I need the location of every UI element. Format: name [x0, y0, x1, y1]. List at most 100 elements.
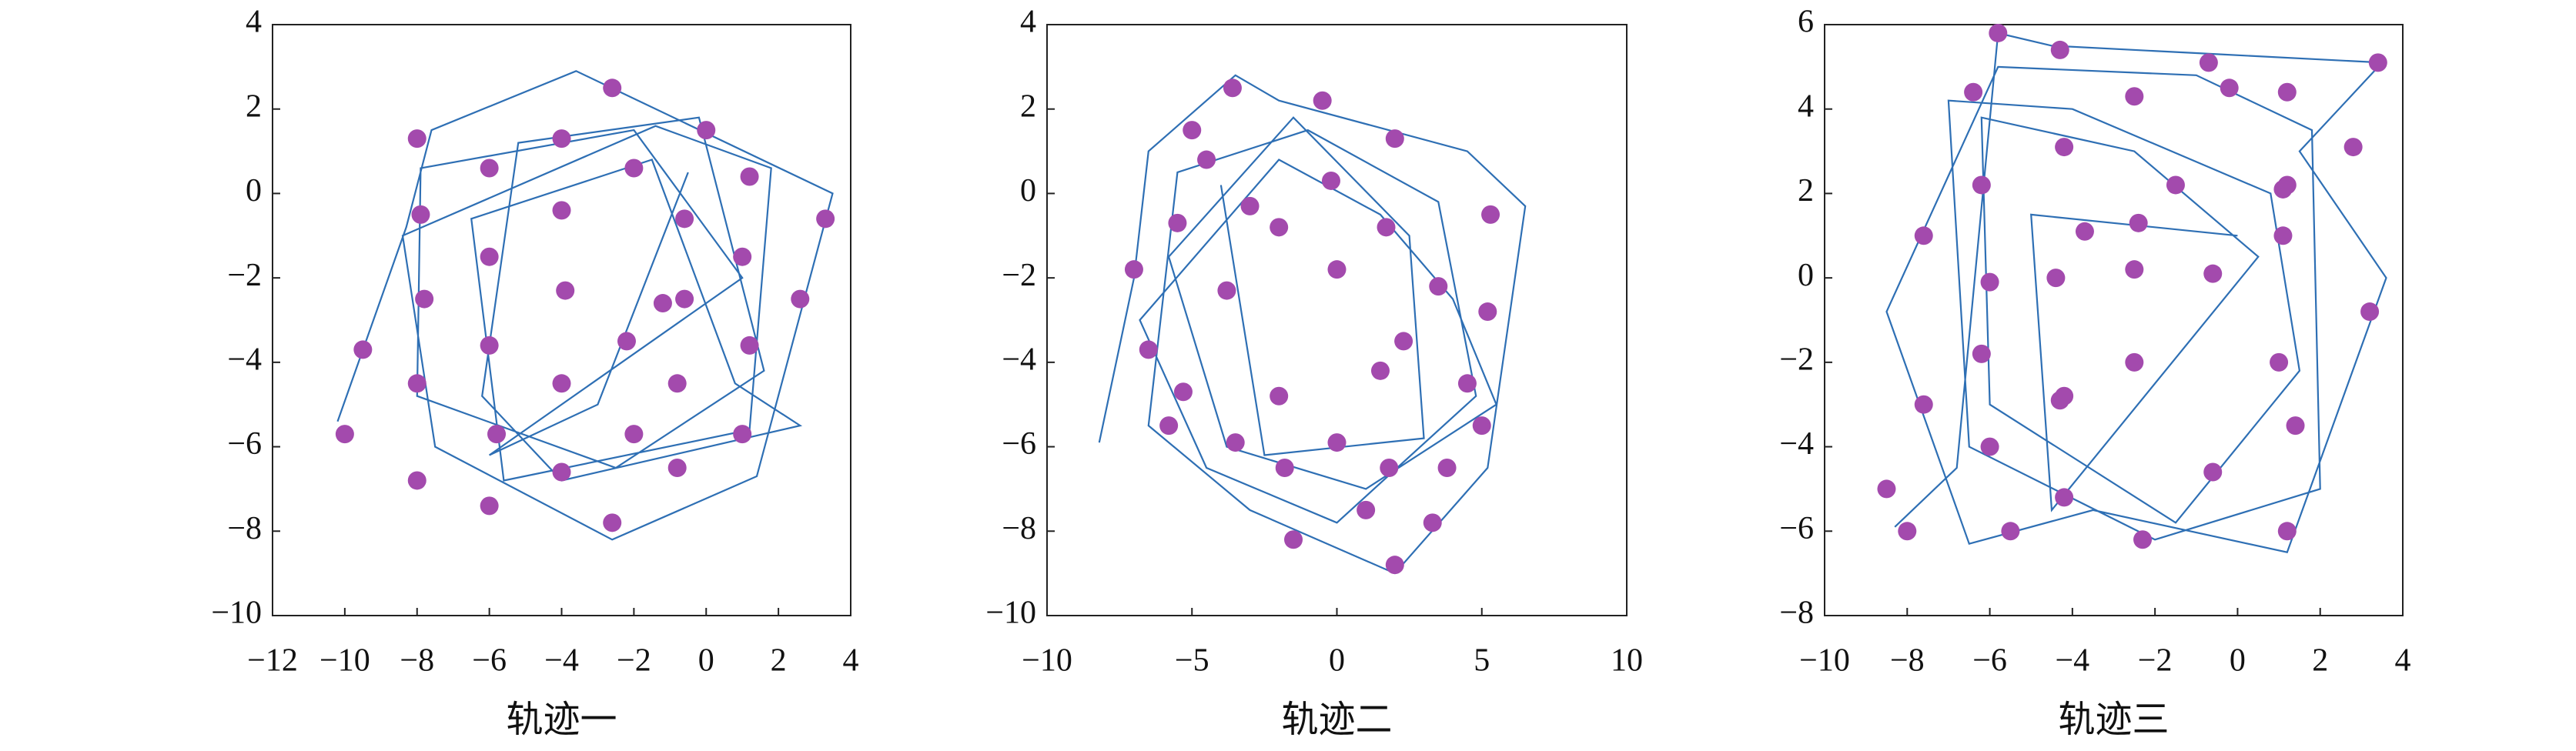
trajectory-line: [336, 70, 834, 541]
y-tick-label: −4: [1002, 342, 1036, 377]
trajectory-point: [1972, 344, 1991, 363]
trajectory-point: [487, 425, 507, 444]
trajectory-point: [624, 425, 644, 444]
trajectory-point: [353, 340, 373, 359]
y-tick-label: 0: [246, 173, 262, 209]
x-tick-label: −2: [617, 643, 651, 679]
trajectory-point: [2343, 138, 2363, 157]
trajectory-point: [1481, 205, 1500, 224]
trajectory-point: [2133, 530, 2153, 549]
y-tick-label: 2: [246, 88, 262, 124]
trajectory-point: [480, 335, 499, 355]
x-tick-label: 0: [1329, 643, 1345, 679]
trajectory-point: [653, 294, 672, 313]
trajectory-point: [1980, 272, 1999, 292]
trajectory-point: [2220, 78, 2239, 98]
y-tick-label: 2: [1798, 173, 1814, 209]
plot-frame: [272, 24, 851, 616]
trajectory-point: [1168, 213, 1187, 232]
trajectory-point: [1124, 260, 1143, 279]
trajectory-point: [1197, 150, 1216, 169]
trajectory-point: [1240, 196, 1260, 215]
trajectory-point: [1478, 302, 1497, 322]
trajectory-point: [1327, 433, 1347, 452]
x-tick-label: −12: [247, 643, 298, 679]
trajectory-point: [2166, 175, 2185, 195]
trajectory-point: [2125, 260, 2144, 279]
y-tick-label: 4: [1020, 5, 1036, 40]
trajectory-point: [1173, 382, 1193, 402]
y-tick-label: 4: [1798, 88, 1814, 124]
plot-frame: [1824, 24, 2404, 616]
trajectory-point: [1321, 171, 1340, 190]
y-tick-label: 4: [246, 5, 262, 40]
trajectory-point: [2199, 53, 2218, 72]
y-tick-label: −8: [1779, 596, 1814, 631]
y-tick-label: 2: [1020, 88, 1036, 124]
trajectory-point: [816, 209, 835, 229]
trajectory-point: [1275, 459, 1294, 477]
trajectory-point: [2203, 264, 2223, 283]
trajectory-point: [2125, 352, 2144, 372]
y-tick-label: −4: [1779, 426, 1814, 462]
trajectory-point: [603, 78, 622, 98]
trajectory-point: [740, 167, 759, 186]
trajectory-point: [2273, 226, 2293, 245]
x-tick-label: −5: [1175, 643, 1209, 679]
trajectory-point: [1327, 260, 1347, 279]
x-tick-label: −4: [544, 643, 579, 679]
y-tick-label: −2: [1002, 258, 1036, 293]
trajectory-point: [552, 462, 571, 482]
trajectory-point: [1370, 361, 1390, 380]
trajectory-point: [1914, 226, 1933, 245]
y-tick-label: −2: [227, 258, 262, 293]
trajectory-point: [1313, 91, 1332, 110]
x-tick-label: 0: [698, 643, 714, 679]
trajectory-point: [667, 459, 687, 477]
trajectory-point: [552, 374, 571, 393]
trajectory-point: [556, 281, 575, 300]
trajectory-point: [2050, 40, 2069, 59]
trajectory-point: [1457, 374, 1477, 393]
trajectory-point: [2129, 213, 2148, 232]
trajectory-point: [697, 121, 716, 140]
trajectory-point: [791, 289, 810, 309]
x-tick-label: 2: [2312, 643, 2328, 679]
y-tick-label: 6: [1798, 5, 1814, 40]
trajectory-point: [1877, 479, 1896, 499]
y-tick-label: −8: [227, 511, 262, 546]
trajectory-point: [2203, 462, 2223, 482]
x-tick-label: −10: [319, 643, 370, 679]
x-tick-label: −6: [472, 643, 507, 679]
trajectory-point: [733, 247, 752, 266]
x-tick-label: 0: [2230, 643, 2246, 679]
trajectory-point: [411, 205, 430, 224]
y-tick-label: −10: [985, 596, 1036, 631]
x-tick-label: 2: [771, 643, 787, 679]
trajectory-point: [2277, 82, 2297, 102]
trajectory-point: [2055, 488, 2074, 507]
y-tick-label: 0: [1020, 173, 1036, 209]
trajectory-point: [675, 209, 694, 229]
trajectory-point: [1217, 281, 1236, 300]
trajectory-point: [2055, 386, 2074, 406]
x-tick-label: −6: [1972, 643, 2007, 679]
trajectory-line: [1885, 32, 2387, 553]
trajectory-point: [2075, 222, 2094, 241]
trajectory-point: [1385, 556, 1404, 575]
trajectory-point: [1357, 500, 1376, 519]
trajectory-point: [733, 425, 752, 444]
trajectory-point: [1423, 513, 1442, 532]
x-axis-label: 轨迹二: [1281, 699, 1392, 740]
trajectory-point: [552, 201, 571, 220]
trajectory-point: [667, 374, 687, 393]
trajectory-point: [617, 332, 636, 351]
trajectory-point: [1226, 433, 1245, 452]
trajectory-point: [480, 159, 499, 178]
y-tick-label: −2: [1779, 342, 1814, 377]
y-tick-label: −6: [1779, 511, 1814, 546]
y-tick-label: −10: [211, 596, 262, 631]
trajectory-point: [1964, 82, 1983, 102]
